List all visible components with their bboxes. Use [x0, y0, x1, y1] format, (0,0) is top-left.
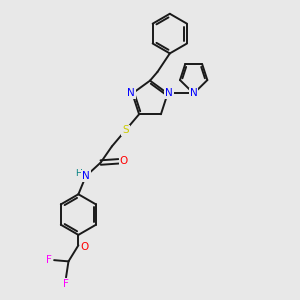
Text: N: N: [82, 171, 90, 181]
Text: H: H: [76, 169, 82, 178]
Text: F: F: [46, 255, 52, 265]
Text: O: O: [80, 242, 89, 251]
Text: N: N: [127, 88, 135, 98]
Text: N: N: [190, 88, 197, 98]
Text: O: O: [120, 156, 128, 166]
Text: N: N: [165, 88, 173, 98]
Text: F: F: [63, 279, 69, 289]
Text: S: S: [122, 125, 129, 135]
